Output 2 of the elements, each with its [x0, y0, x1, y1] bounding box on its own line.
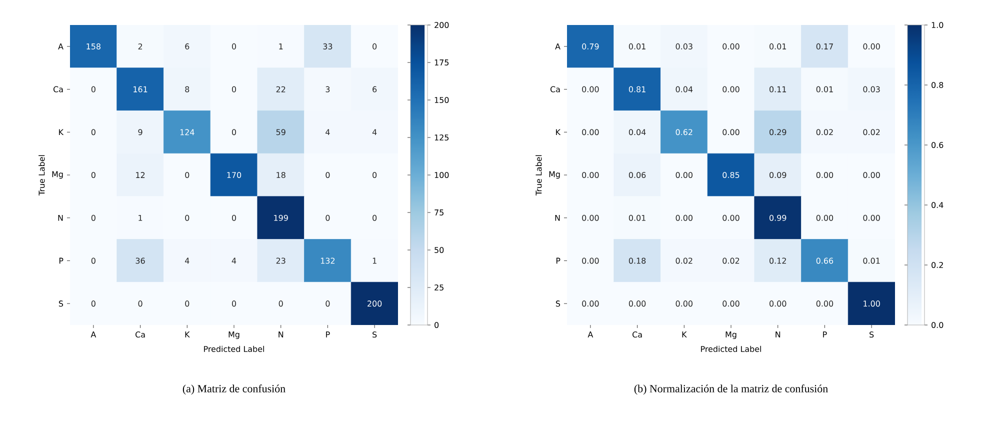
text: (a) Matriz de confusión: [182, 384, 286, 395]
text: (b) Normalización de la matriz de confusión: [634, 384, 828, 395]
